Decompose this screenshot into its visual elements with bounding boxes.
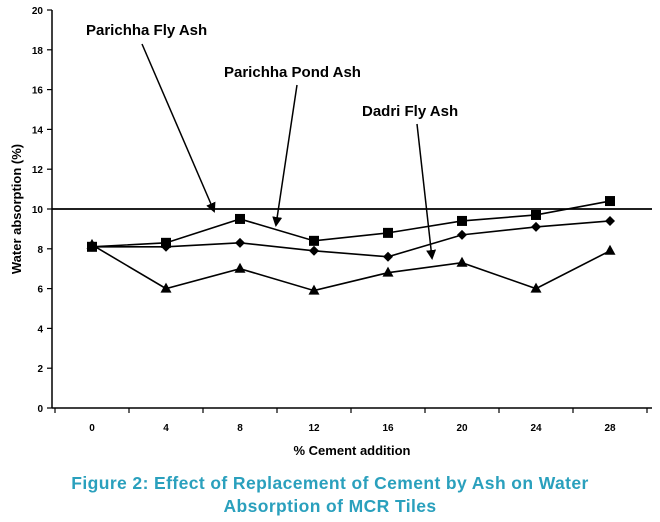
annotation-label-2: Parichha Pond Ash [224, 64, 361, 81]
x-tick-label: 8 [237, 423, 243, 434]
x-tick-label: 24 [530, 423, 542, 434]
annotation-arrow-1 [141, 43, 216, 213]
data-point-diamond [457, 229, 467, 240]
annotation-label-3: Dadri Fly Ash [362, 103, 458, 120]
y-tick-label: 4 [37, 324, 43, 335]
y-tick-label: 20 [32, 6, 44, 17]
y-tick-label: 14 [32, 125, 44, 136]
annotation-arrow-2 [272, 84, 298, 227]
x-tick-label: 4 [163, 423, 169, 434]
data-point-square [235, 213, 245, 224]
y-tick-label: 6 [37, 285, 43, 296]
annotation-label-1: Parichha Fly Ash [86, 22, 207, 39]
data-point-triangle [604, 244, 616, 255]
series-line-3 [91, 244, 611, 292]
x-axis-title: % Cement addition [293, 443, 410, 458]
data-point-square [457, 215, 467, 226]
x-tick-label: 28 [604, 423, 616, 434]
y-tick-label: 18 [32, 46, 44, 57]
x-tick-label: 12 [308, 423, 320, 434]
data-point-triangle [234, 262, 246, 273]
data-point-square [161, 237, 171, 248]
data-point-diamond [383, 251, 393, 262]
caption-line-1: Figure 2: Effect of Replacement of Cemen… [71, 473, 589, 493]
x-tick-label: 0 [89, 423, 95, 434]
caption-line-2: Absorption of MCR Tiles [223, 496, 437, 516]
data-point-triangle [456, 256, 468, 267]
y-tick-label: 10 [32, 205, 44, 216]
y-tick-label: 8 [37, 245, 43, 256]
data-point-square [309, 235, 319, 246]
data-point-triangle [160, 282, 172, 293]
x-tick-label: 16 [382, 423, 394, 434]
data-point-diamond [235, 237, 245, 248]
data-point-diamond [605, 215, 615, 226]
data-point-triangle [382, 266, 394, 277]
data-point-triangle [86, 238, 98, 249]
data-point-triangle [308, 284, 320, 295]
y-tick-label: 16 [32, 86, 44, 97]
annotations: Parichha Fly Ash Parichha Pond Ash Dadri F… [86, 22, 458, 260]
data-point-square [383, 227, 393, 238]
x-tick-label: 20 [456, 423, 468, 434]
y-tick-label: 0 [37, 404, 43, 415]
series-group [86, 196, 616, 295]
data-point-diamond [531, 221, 541, 232]
y-tick-label: 12 [32, 165, 44, 176]
annotation-arrow-3 [416, 123, 437, 260]
data-point-square [605, 196, 615, 207]
data-point-diamond [309, 245, 319, 256]
figure-caption: Figure 2: Effect of Replacement of Cemen… [0, 472, 660, 518]
y-axis-title: Water absorption (%) [9, 144, 24, 274]
data-point-square [531, 209, 541, 220]
series-line-1 [92, 220, 611, 258]
data-point-triangle [530, 282, 542, 293]
series-line-2 [91, 200, 611, 248]
y-tick-label: 2 [37, 364, 43, 375]
